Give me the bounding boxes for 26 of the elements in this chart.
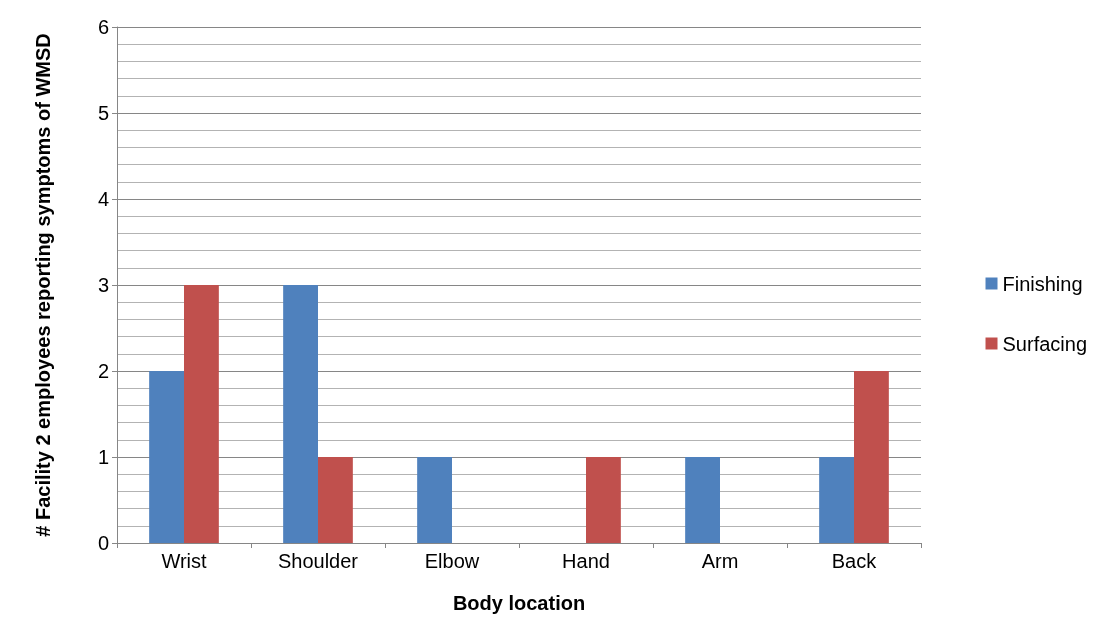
y-tick-label: 4	[97, 188, 109, 210]
bar	[149, 371, 184, 543]
y-tick-label: 0	[97, 532, 109, 554]
x-tick-label: Arm	[701, 550, 739, 572]
legend-label: Finishing	[1002, 272, 1083, 295]
x-tick-label: Wrist	[161, 550, 208, 572]
x-tick-label: Hand	[562, 550, 610, 572]
bar	[819, 457, 854, 543]
bar	[184, 285, 219, 543]
bar	[417, 457, 452, 543]
x-tick-label: Shoulder	[277, 550, 359, 572]
x-axis-title: Body location	[452, 592, 586, 614]
x-tick-label: Elbow	[424, 550, 480, 572]
bar	[318, 457, 353, 543]
y-tick-label: 6	[97, 16, 109, 38]
bar	[283, 285, 318, 543]
legend-label: Surfacing	[1002, 332, 1088, 355]
bar	[854, 371, 889, 543]
bar	[586, 457, 621, 543]
x-tick-label: Back	[831, 550, 878, 572]
y-tick-label: 1	[97, 446, 109, 468]
y-tick-label: 2	[97, 360, 109, 382]
y-axis-title: # Facility 2 employees reporting symptoms of WMSD	[32, 33, 54, 537]
y-tick-label: 5	[97, 102, 109, 124]
y-tick-label: 3	[97, 274, 109, 296]
bar	[685, 457, 720, 543]
